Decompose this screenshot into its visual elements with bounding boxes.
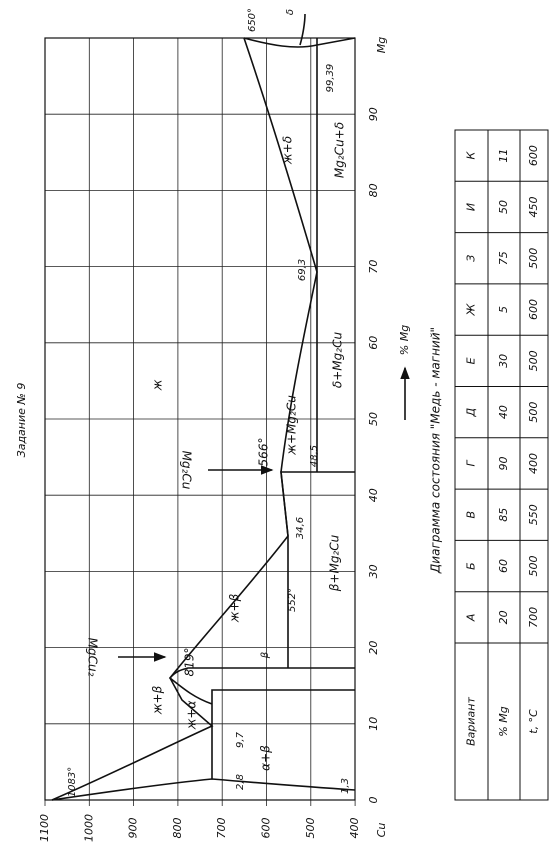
table-cell: 75 <box>497 251 510 265</box>
phase-label: 48,5 <box>309 445 320 467</box>
table-cell: 40 <box>497 405 510 419</box>
compound-label: Mg₂Cu <box>180 451 194 490</box>
table-cell: Д <box>465 407 478 417</box>
table-cell: 500 <box>527 402 540 423</box>
table-cell: 500 <box>527 556 540 577</box>
phase-label: 34,6 <box>295 517 306 539</box>
t-tick-label: 700 <box>215 818 228 839</box>
phase-label: 9,7 <box>235 731 246 748</box>
t-tick-label: 1100 <box>38 814 51 842</box>
t-tick-label: 1000 <box>82 814 95 842</box>
phase-label: 552° <box>287 588 298 612</box>
element-label: Mg <box>375 37 388 53</box>
phase-label: α+β <box>259 745 273 771</box>
t-tick-label: 500 <box>304 818 317 839</box>
table-cell: 600 <box>527 145 540 166</box>
mg-tick-label: 10 <box>367 717 380 731</box>
table-cell: 400 <box>527 453 540 474</box>
table-cell: 11 <box>497 149 510 163</box>
beta-phase <box>168 667 355 779</box>
table-cell: Г <box>465 460 478 467</box>
table-header: Вариант <box>465 697 478 746</box>
phase-label: Mg₂Cu+δ <box>333 122 347 178</box>
phase-label: ж+δ <box>281 136 295 165</box>
table-cell: 450 <box>527 196 540 217</box>
title: Задание № 9 <box>15 383 28 458</box>
labels: 1083° 819° 552° 566° 650° 2,8 9,7 1,3 34,6 48,5 69… <box>67 8 351 797</box>
mg-tick-label: 70 <box>367 260 380 274</box>
phase-lines <box>51 13 410 801</box>
phase-label: 819° <box>183 648 197 677</box>
element-label: Cu <box>375 823 388 838</box>
table-cell: 50 <box>497 200 510 214</box>
caption: Диаграмма состояния "Медь - магний" <box>429 327 443 574</box>
table-cell: 500 <box>527 350 540 371</box>
phase-label: 1083° <box>67 767 78 797</box>
axis-label: % Mg <box>398 325 411 355</box>
table-cell: 5 <box>497 306 510 313</box>
mg-tick-label: 20 <box>367 641 380 655</box>
phase-label: δ+Mg₂Cu <box>331 332 345 389</box>
table-cell: Ж <box>465 302 478 316</box>
phase-label: 1,3 <box>340 778 351 794</box>
table-header: t, °C <box>527 709 540 734</box>
table-cell: 600 <box>527 299 540 320</box>
mg-tick-label: 0 <box>367 797 380 804</box>
phase-label: 2,8 <box>235 774 246 790</box>
table-cell: А <box>465 614 478 623</box>
table-cell: 700 <box>527 607 540 628</box>
phase-label: β+Mg₂Cu <box>328 534 342 592</box>
phase-label: ж+β <box>228 593 242 623</box>
table-cell: З <box>465 255 478 262</box>
t-tick-label: 900 <box>127 818 140 839</box>
table-cell: 30 <box>497 354 510 368</box>
t-tick-label: 600 <box>260 818 273 839</box>
table-cell: В <box>465 511 478 519</box>
phase-label: 566° <box>257 438 271 467</box>
phase-label: ж+α <box>185 701 199 731</box>
table-cell: Б <box>465 562 478 570</box>
grid: 1100 1000 900 800 700 600 500 400 0 10 20 30 40 50 60 7… <box>38 37 411 842</box>
table-cell: К <box>465 151 478 160</box>
mg-tick-label: 60 <box>367 336 380 350</box>
phase-label: ж <box>151 379 165 391</box>
mg-tick-label: 90 <box>367 107 380 121</box>
eutectic-lines <box>243 37 356 668</box>
phase-label: 650° <box>247 8 258 32</box>
table-cell: 550 <box>527 504 540 525</box>
t-tick-label: 800 <box>171 818 184 839</box>
table-cell: 500 <box>527 248 540 269</box>
mg-tick-label: 40 <box>367 488 380 502</box>
mg-tick-label: 30 <box>367 564 380 578</box>
table-cell: 60 <box>497 559 510 573</box>
compound-label: MgCu₂ <box>86 638 100 677</box>
mg-tick-label: 80 <box>367 183 380 197</box>
frame <box>44 37 356 801</box>
phase-label: 99,39 <box>325 64 336 93</box>
phase-label: ж+Mg₂Cu <box>285 395 299 456</box>
alpha-solvus <box>51 778 356 801</box>
phase-label: β <box>260 651 271 659</box>
mg-tick-label: 50 <box>367 412 380 426</box>
phase-label: δ <box>285 9 296 15</box>
phase-label: 69,3 <box>297 259 308 281</box>
delta-leader <box>299 13 306 46</box>
table-cell: 20 <box>497 610 510 624</box>
table-cell: 85 <box>497 508 510 522</box>
table-cell: И <box>465 203 478 211</box>
table-cell: 90 <box>497 456 510 470</box>
table-cell: Е <box>465 357 478 364</box>
phase-label: ж+β <box>151 685 165 715</box>
t-tick-label: 400 <box>348 818 361 839</box>
table-header: % Mg <box>497 706 510 736</box>
